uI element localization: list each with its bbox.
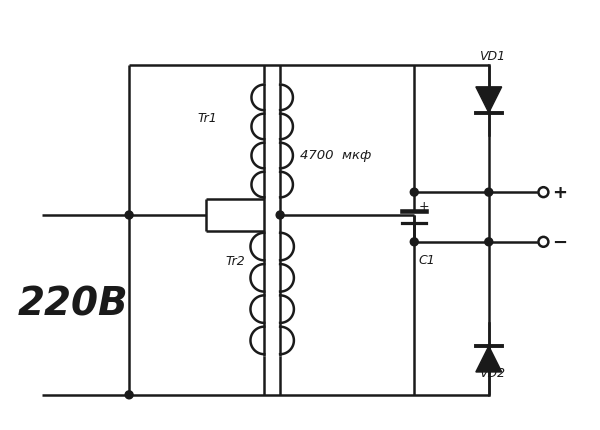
Circle shape (538, 237, 548, 247)
Text: VD1: VD1 (479, 49, 505, 62)
Polygon shape (476, 88, 502, 114)
Circle shape (125, 212, 133, 219)
Text: 4700  мкф: 4700 мкф (300, 148, 371, 162)
Circle shape (410, 189, 418, 197)
Text: C1: C1 (418, 254, 435, 267)
Text: 220B: 220B (18, 285, 128, 322)
Text: Tr2: Tr2 (226, 255, 245, 267)
Circle shape (538, 188, 548, 198)
Text: +: + (418, 199, 429, 212)
Text: −: − (553, 233, 568, 251)
Circle shape (125, 391, 133, 399)
Circle shape (485, 238, 493, 246)
Text: VD2: VD2 (479, 367, 505, 380)
Polygon shape (476, 346, 502, 372)
Circle shape (410, 238, 418, 246)
Circle shape (485, 189, 493, 197)
Text: +: + (553, 184, 568, 202)
Circle shape (276, 212, 284, 219)
Text: Tr1: Tr1 (198, 112, 217, 125)
